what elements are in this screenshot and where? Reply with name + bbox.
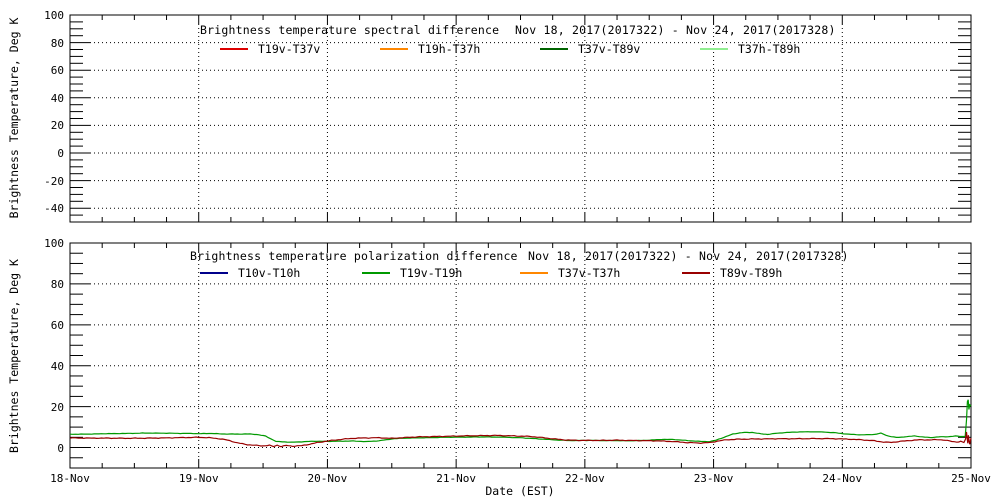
legend-label: T37v-T89v xyxy=(578,42,641,56)
legend-line-swatch xyxy=(380,48,408,50)
y-tick-label: 0 xyxy=(57,147,64,160)
legend-line-swatch xyxy=(682,272,710,274)
legend-line-swatch xyxy=(220,48,248,50)
x-tick-label: 24-Nov xyxy=(822,472,863,485)
legend-label: T37v-T37h xyxy=(558,266,621,280)
panel2-title: Brightness temperature polarization diff… xyxy=(190,249,518,263)
legend-line-swatch xyxy=(200,272,228,274)
panel2-date-range: Nov 18, 2017(2017322) - Nov 24, 2017(201… xyxy=(528,249,849,263)
y-tick-label: 20 xyxy=(50,400,64,414)
legend-entry: T19v-T37v xyxy=(220,42,321,56)
legend-label: T19h-T37h xyxy=(418,42,481,56)
legend-label: T19v-T19h xyxy=(400,266,463,280)
y-tick-label: 80 xyxy=(50,36,64,50)
legend-entry: T89v-T89h xyxy=(682,266,783,280)
y-tick-label: 60 xyxy=(50,64,64,78)
legend-entry: T10v-T10h xyxy=(200,266,301,280)
y-tick-label: 0 xyxy=(57,441,64,455)
legend-entry: T19v-T19h xyxy=(362,266,463,280)
legend-label: T19v-T37v xyxy=(258,42,321,56)
legend-entry: T37v-T37h xyxy=(520,266,621,280)
y-tick-label: 100 xyxy=(44,237,64,250)
y-tick-label: 40 xyxy=(50,359,64,373)
legend-label: T37h-T89h xyxy=(738,42,801,56)
x-tick-label: 23-Nov xyxy=(693,472,734,485)
x-tick-label: 22-Nov xyxy=(564,472,605,485)
panel1-title: Brightness temperature spectral differen… xyxy=(200,23,500,37)
legend-entry: T37h-T89h xyxy=(700,42,801,56)
y-tick-label: 20 xyxy=(50,119,64,133)
legend-label: T10v-T10h xyxy=(238,266,301,280)
legend-entry: T37v-T89v xyxy=(540,42,641,56)
legend-line-swatch xyxy=(362,272,390,274)
x-tick-label: 20-Nov xyxy=(307,472,348,485)
panel1-date-range: Nov 18, 2017(2017322) - Nov 24, 2017(201… xyxy=(515,23,836,37)
x-tick-label: 21-Nov xyxy=(436,472,477,485)
x-axis-label: Date (EST) xyxy=(485,484,555,498)
panel1-y-axis-label: Brightness Temperature, Deg K xyxy=(7,17,21,219)
legend-label: T89v-T89h xyxy=(720,266,783,280)
legend-line-swatch xyxy=(520,272,548,274)
series-line-T89v-T89h xyxy=(69,431,972,448)
y-tick-label: 100 xyxy=(44,9,64,22)
x-tick-label: 18-Nov xyxy=(50,472,90,485)
y-tick-label: -20 xyxy=(44,174,64,188)
y-tick-label: 80 xyxy=(50,277,64,291)
y-tick-label: 60 xyxy=(50,318,64,332)
y-tick-label: -40 xyxy=(44,202,64,216)
y-tick-label: 40 xyxy=(50,91,64,105)
legend-entry: T19h-T37h xyxy=(380,42,481,56)
series-line-T19v-T19h xyxy=(69,399,972,443)
legend-line-swatch xyxy=(540,48,568,50)
plot-border xyxy=(69,14,972,223)
panel2-y-axis-label: Brightnes Temperature, Deg K xyxy=(7,259,21,453)
x-tick-label: 19-Nov xyxy=(178,472,219,485)
x-tick-label: 25-Nov xyxy=(951,472,991,485)
legend-line-swatch xyxy=(700,48,728,50)
